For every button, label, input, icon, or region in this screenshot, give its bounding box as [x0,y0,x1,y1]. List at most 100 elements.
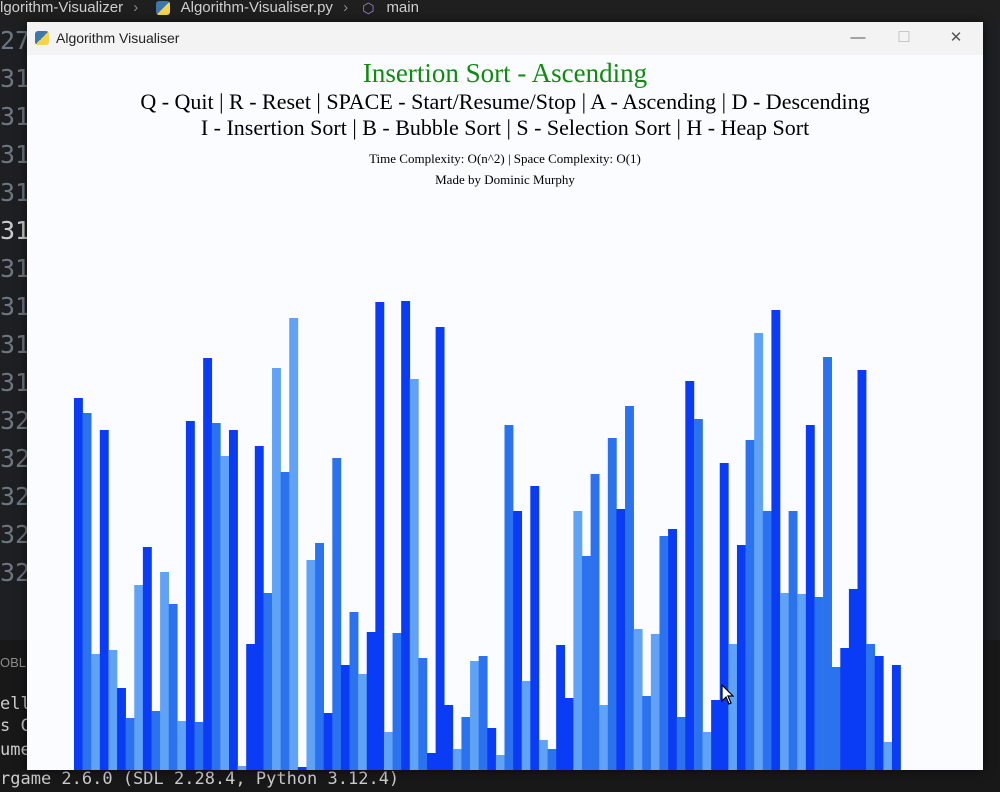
array-bar [668,529,677,770]
array-bar [745,440,755,770]
line-number: 32 [0,406,30,435]
array-bar [581,556,591,770]
array-bar [315,543,324,770]
array-bar [831,667,841,770]
line-number: 31 [0,330,30,359]
line-number: 27 [0,26,30,55]
array-bar [840,648,850,770]
mouse-cursor-icon [721,684,735,705]
array-bar [590,474,600,770]
array-bar [814,597,824,770]
array-bar [693,419,703,770]
array-bar [332,458,342,770]
array-bar [874,656,884,770]
array-bar [220,456,230,770]
array-bar [74,398,83,770]
array-bar [340,665,350,770]
line-number: 31 [0,64,30,93]
array-bar [762,511,772,770]
breadcrumb-file[interactable]: Algorithm-Visualiser.py [180,0,333,16]
credit-text: Made by Dominic Murphy [435,172,575,187]
array-bar [160,572,170,770]
array-bar [323,713,333,770]
maximize-button[interactable]: ☐ [897,29,911,46]
array-bar [702,732,712,770]
array-bar [823,357,832,770]
line-number: 32 [0,558,30,587]
close-button[interactable]: ✕ [949,29,963,46]
symbol-method-icon: ⬡ [362,0,375,16]
array-bar [633,629,643,770]
array-bar [194,722,204,770]
array-bar [797,594,807,770]
array-bar [108,650,118,770]
array-bar [134,585,144,770]
array-bar [676,717,686,770]
array-bar [848,589,858,770]
array-bar [435,327,445,770]
array-bar [521,681,531,770]
window-titlebar[interactable]: Algorithm Visualiser — ☐ ✕ [27,22,983,55]
array-bar [736,545,746,770]
array-bar [280,472,290,770]
array-bar [728,644,738,770]
array-bar [650,634,660,770]
array-bar [375,302,385,770]
array-bar [177,721,187,770]
line-number: 31 [0,254,30,283]
array-bar [349,612,359,770]
algorithm-title: Insertion Sort - Ascending [362,58,648,88]
array-bar [504,425,514,770]
array-bar [495,755,505,770]
chevron-right-icon: › [133,0,139,16]
array-bar [366,632,376,770]
line-number: 32 [0,444,30,473]
array-bar [883,742,893,770]
line-number: 31 [0,368,30,397]
array-bar [547,749,557,770]
breadcrumb-folder[interactable]: lgorithm-Visualizer [0,0,124,16]
array-bar [427,753,436,770]
array-bar [91,654,101,770]
array-bar [788,511,798,770]
terminal-line: s C [0,716,31,736]
line-number: 31 [0,102,30,131]
bar-chart [74,301,901,770]
array-bar [168,604,178,770]
array-bar [272,368,281,770]
array-bar [573,511,583,770]
array-bar [289,318,299,770]
array-bar [659,536,669,770]
array-bar [891,665,901,770]
array-bar [203,358,213,770]
array-bar [246,644,256,770]
array-bar [444,705,454,770]
array-bar [228,430,238,770]
chevron-right-icon: › [343,0,349,16]
controls-line-1: Q - Quit | R - Reset | SPACE - Start/Res… [140,89,870,114]
array-bar [538,740,548,770]
array-bar [151,711,161,770]
python-file-icon [156,1,171,15]
array-bar [211,423,221,770]
visualiser-canvas[interactable]: Insertion Sort - Ascending Q - Quit | R … [27,55,983,770]
breadcrumb-symbol[interactable]: main [386,0,419,16]
problems-tab[interactable]: OBLE [0,655,35,670]
line-number: 31 [0,292,30,321]
array-bar [564,698,574,770]
array-bar [866,644,876,770]
array-bar [82,413,92,770]
array-bar [556,645,566,770]
array-bar [754,333,764,770]
array-bar [263,593,273,770]
array-bar [409,379,419,770]
array-bar [461,717,471,770]
array-bar [642,696,652,770]
minimize-button[interactable]: — [850,29,866,46]
window-title: Algorithm Visualiser [56,30,180,46]
array-bar [685,381,695,770]
pygame-app-icon [35,31,49,45]
array-bar [513,511,523,770]
algorithm-visualiser-window: Algorithm Visualiser — ☐ ✕ Insertion Sor… [27,22,983,770]
array-bar [530,486,540,770]
